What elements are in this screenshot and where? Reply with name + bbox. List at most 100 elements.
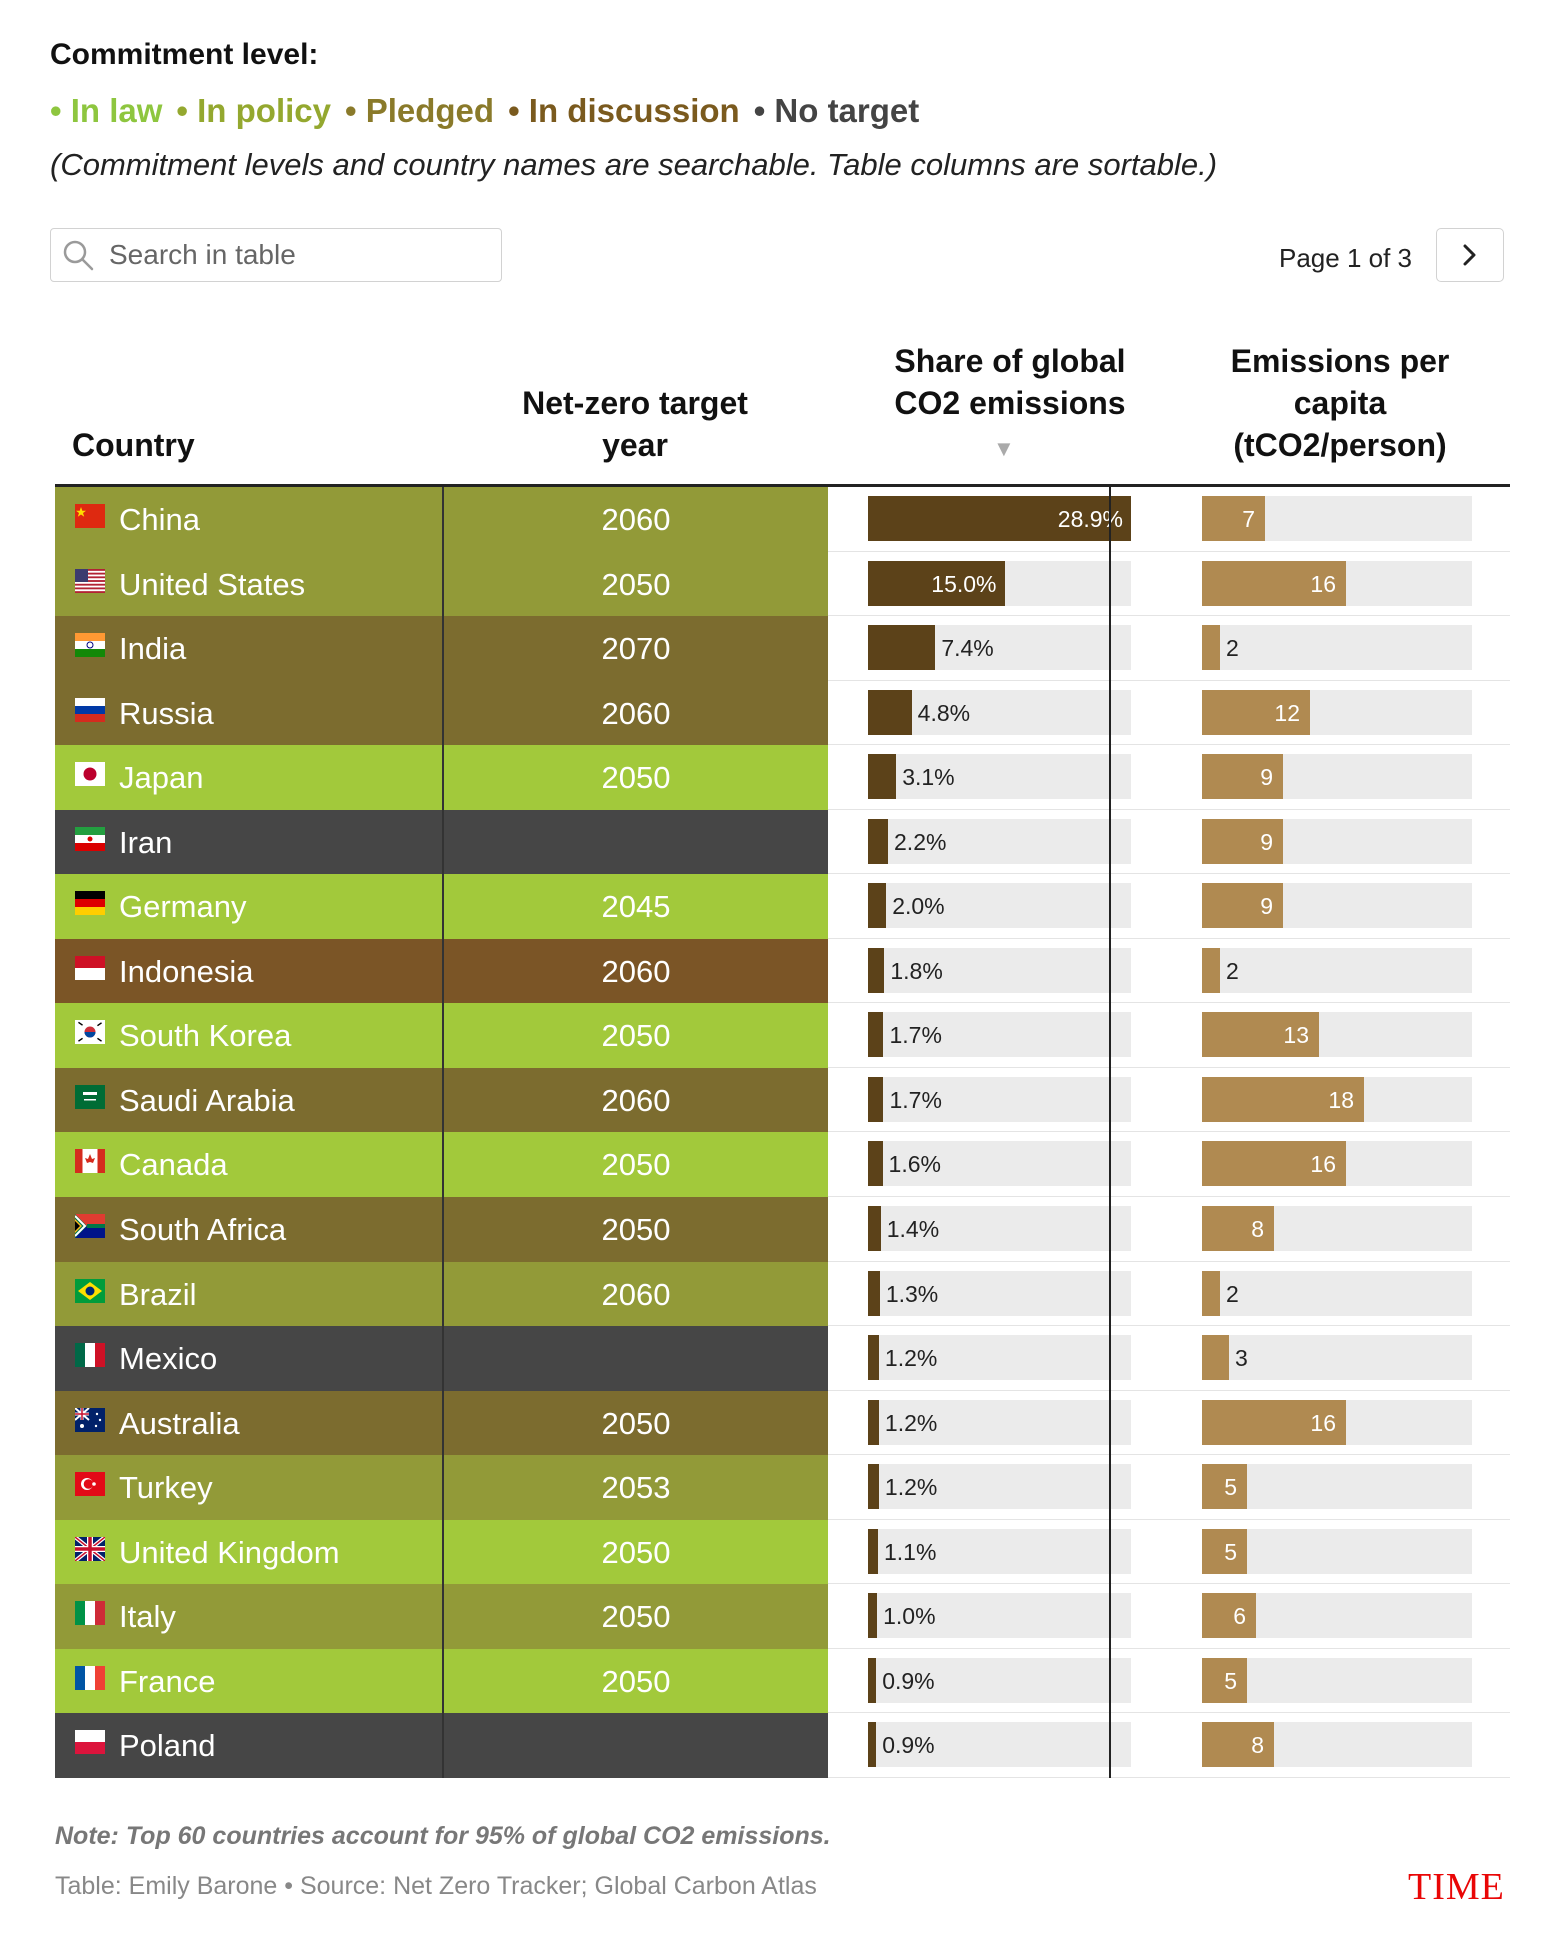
country-name: Mexico <box>119 1341 218 1377</box>
table-row: South Africa 2050 1.4% 8 <box>55 1197 1510 1262</box>
flag-it-icon <box>75 1601 105 1626</box>
per-capita-bar-track: 16 <box>1202 1141 1472 1187</box>
table-row: Saudi Arabia 2060 1.7% 18 <box>55 1067 1510 1133</box>
share-label: 1.0% <box>883 1603 936 1630</box>
share-bar <box>868 1012 884 1058</box>
per-capita-bar <box>1202 1270 1220 1316</box>
target-year: 2050 <box>601 1534 671 1570</box>
country-cell: Saudi Arabia <box>55 1067 442 1133</box>
search-input[interactable] <box>109 235 489 275</box>
share-bar <box>868 1335 879 1381</box>
table-row: Poland 0.9% 8 <box>55 1713 1510 1778</box>
country-cell: Indonesia <box>55 938 442 1004</box>
per-capita-cell: 3 <box>1164 1326 1510 1391</box>
per-capita-cell: 18 <box>1164 1068 1510 1133</box>
legend: • In law • In policy • Pledged • In discuss… <box>50 92 933 130</box>
target-year-cell: 2060 <box>442 938 828 1004</box>
per-capita-label: 9 <box>1260 764 1273 791</box>
source-credit: Table: Emily Barone • Source: Net Zero T… <box>55 1872 817 1900</box>
country-name: Italy <box>119 1599 176 1635</box>
target-year: 2060 <box>601 695 671 731</box>
target-year-cell: 2050 <box>442 1197 828 1262</box>
share-cell: 3.1% <box>828 745 1171 810</box>
per-capita-cell: 6 <box>1164 1584 1510 1649</box>
flag-au-icon <box>74 1406 105 1432</box>
per-capita-bar-track: 7 <box>1202 496 1472 541</box>
share-bar <box>868 1528 878 1574</box>
per-capita-bar <box>1202 1335 1229 1381</box>
country-name: Poland <box>119 1728 216 1764</box>
flag-br-icon <box>75 1278 105 1303</box>
chevron-right-icon <box>1463 244 1476 266</box>
flag-jp-icon <box>75 762 105 787</box>
share-label: 28.9% <box>1057 506 1123 532</box>
column-header-country[interactable]: Country <box>72 427 195 463</box>
share-label: 2.2% <box>894 828 947 855</box>
target-year-cell: 2050 <box>442 1584 828 1649</box>
per-capita-bar-track: 2 <box>1202 947 1472 993</box>
legend-item: • In law <box>50 92 163 129</box>
per-capita-bar <box>1202 1528 1247 1574</box>
per-capita-bar-track: 8 <box>1202 1722 1472 1768</box>
per-capita-bar-track: 3 <box>1202 1335 1472 1381</box>
share-cell: 0.9% <box>828 1649 1171 1714</box>
per-capita-cell: 12 <box>1164 681 1510 746</box>
target-year: 2050 <box>601 1405 671 1441</box>
country-cell: Iran <box>55 809 442 875</box>
search-box[interactable] <box>50 228 502 282</box>
share-bar-track: 2.2% <box>868 818 1131 864</box>
country-cell: South Africa <box>55 1197 442 1262</box>
target-year-cell: 2050 <box>442 551 828 617</box>
per-capita-bar <box>1202 1076 1364 1122</box>
country-cell: Poland <box>55 1713 442 1778</box>
target-year: 2050 <box>601 1663 671 1699</box>
share-bar <box>868 818 889 864</box>
per-capita-bar <box>1202 1722 1274 1768</box>
per-capita-bar-track: 9 <box>1202 883 1472 929</box>
sort-descending-icon[interactable]: ▼ <box>993 436 1015 461</box>
share-bar <box>868 883 887 929</box>
per-capita-label: 13 <box>1283 1022 1309 1049</box>
per-capita-label: 12 <box>1274 699 1300 726</box>
column-header-year[interactable]: Net-zero target year <box>522 385 748 463</box>
legend-item: • In discussion <box>508 92 740 129</box>
country-name: Germany <box>119 889 247 925</box>
flag-us-icon <box>75 568 105 593</box>
per-capita-cell: 16 <box>1164 552 1510 617</box>
country-cell: Mexico <box>55 1326 442 1391</box>
share-bar <box>868 1206 881 1252</box>
share-bar <box>868 947 885 993</box>
per-capita-bar <box>1202 947 1220 993</box>
per-capita-bar <box>1202 1464 1247 1510</box>
share-cell: 1.6% <box>828 1132 1171 1198</box>
table-row: Germany 2045 2.0% 9 <box>55 874 1510 939</box>
column-header-per-capita[interactable]: Emissions per capita (tCO2/person) <box>1230 343 1450 463</box>
column-header-share[interactable]: Share of global CO2 emissions <box>894 343 1126 421</box>
next-page-button[interactable] <box>1436 228 1504 282</box>
share-cell: 2.2% <box>828 810 1171 875</box>
per-capita-label: 18 <box>1328 1086 1354 1113</box>
per-capita-label: 2 <box>1226 957 1239 984</box>
table-row: Iran 2.2% 9 <box>55 809 1510 875</box>
country-cell: United Kingdom <box>55 1519 442 1585</box>
country-cell: Italy <box>55 1584 442 1649</box>
country-name: Turkey <box>119 1470 213 1506</box>
share-bar <box>868 1141 883 1187</box>
per-capita-cell: 9 <box>1164 874 1510 939</box>
country-cell: Japan <box>55 745 442 810</box>
target-year-cell <box>442 1326 828 1391</box>
per-capita-cell: 2 <box>1164 1262 1510 1327</box>
share-bar <box>868 496 1131 541</box>
flag-ru-icon <box>75 697 105 722</box>
share-bar <box>868 1399 879 1445</box>
per-capita-bar <box>1202 1012 1319 1058</box>
per-capita-bar-track: 16 <box>1202 560 1472 606</box>
target-year-cell: 2050 <box>442 1132 828 1198</box>
per-capita-label: 3 <box>1235 1345 1248 1372</box>
share-cell: 1.8% <box>828 939 1171 1004</box>
table-row: Japan 2050 3.1% 9 <box>55 745 1510 810</box>
country-name: Australia <box>119 1405 240 1441</box>
table-row: India 2070 7.4% 2 <box>55 616 1510 681</box>
legend-note: (Commitment levels and country names are… <box>50 147 1218 182</box>
share-bar-track: 1.2% <box>868 1335 1131 1381</box>
